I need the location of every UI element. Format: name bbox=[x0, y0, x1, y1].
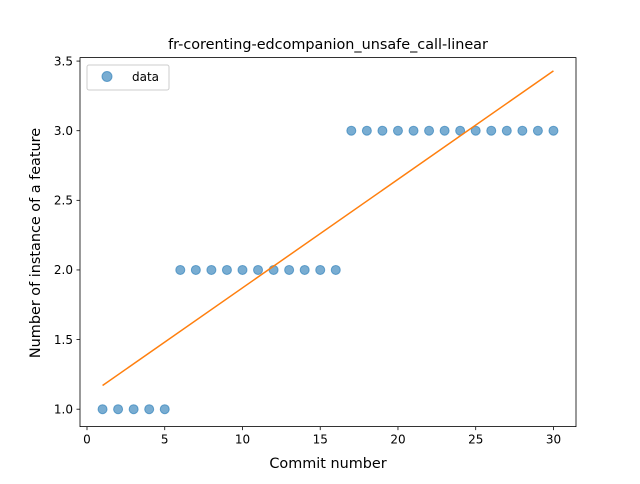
data-point bbox=[113, 404, 124, 415]
axes-frame bbox=[79, 57, 577, 427]
data-point bbox=[253, 264, 264, 275]
data-point bbox=[206, 264, 217, 275]
data-point bbox=[159, 404, 170, 415]
data-point bbox=[175, 264, 186, 275]
y-axis-label: Number of instance of a feature bbox=[28, 128, 44, 358]
data-point bbox=[144, 404, 155, 415]
legend-marker-data bbox=[101, 71, 113, 82]
x-tick-label: 5 bbox=[161, 433, 169, 447]
axes-layer: 0 5 10 15 20 25 30 1.0 1.5 2.0 2.5 3.0 3.5 bbox=[54, 54, 577, 447]
legend-label-data: data bbox=[132, 70, 159, 84]
data-point bbox=[517, 125, 528, 136]
x-tick-label: 25 bbox=[468, 433, 483, 447]
legend: data bbox=[86, 64, 170, 91]
x-tick-label: 20 bbox=[390, 433, 405, 447]
x-axis-label: Commit number bbox=[269, 456, 386, 472]
y-tick-label: 3.0 bbox=[54, 124, 73, 138]
y-tick-label: 1.0 bbox=[54, 402, 73, 416]
data-point bbox=[284, 264, 295, 275]
x-tick-label: 30 bbox=[546, 433, 561, 447]
data-point bbox=[486, 125, 497, 136]
data-point bbox=[237, 264, 248, 275]
data-point bbox=[330, 264, 341, 275]
data-point bbox=[299, 264, 310, 275]
data-point bbox=[470, 125, 481, 136]
data-point bbox=[315, 264, 326, 275]
data-point bbox=[221, 264, 232, 275]
data-point bbox=[532, 125, 543, 136]
chart-title: fr-corenting-edcompanion_unsafe_call-lin… bbox=[168, 37, 488, 53]
data-point bbox=[501, 125, 512, 136]
x-tick-label: 0 bbox=[83, 433, 91, 447]
data-point bbox=[346, 125, 357, 136]
data-point bbox=[190, 264, 201, 275]
data-point bbox=[361, 125, 372, 136]
y-tick-label: 2.0 bbox=[54, 263, 73, 277]
x-tick-label: 10 bbox=[235, 433, 250, 447]
plot-layer bbox=[97, 70, 559, 415]
fit-line bbox=[102, 70, 554, 387]
data-point bbox=[548, 125, 559, 136]
y-tick-label: 1.5 bbox=[54, 333, 73, 347]
data-point bbox=[408, 125, 419, 136]
x-tick-label: 15 bbox=[313, 433, 328, 447]
data-point bbox=[128, 404, 139, 415]
y-tick-label: 3.5 bbox=[54, 54, 73, 68]
y-tick-label: 2.5 bbox=[54, 194, 73, 208]
data-point bbox=[424, 125, 435, 136]
data-point bbox=[377, 125, 388, 136]
data-point bbox=[392, 125, 403, 136]
data-point bbox=[97, 404, 108, 415]
data-point bbox=[439, 125, 450, 136]
